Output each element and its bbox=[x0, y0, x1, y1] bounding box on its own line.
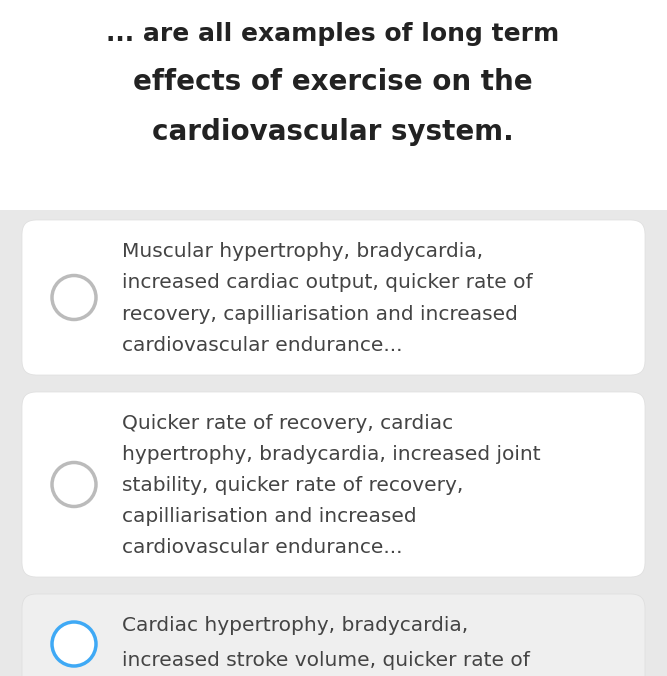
Circle shape bbox=[52, 276, 96, 320]
Circle shape bbox=[52, 622, 96, 666]
Text: Quicker rate of recovery, cardiac: Quicker rate of recovery, cardiac bbox=[122, 414, 453, 433]
Text: effects of exercise on the: effects of exercise on the bbox=[133, 68, 533, 96]
Text: stability, quicker rate of recovery,: stability, quicker rate of recovery, bbox=[122, 476, 464, 495]
Text: Cardiac hypertrophy, bradycardia,: Cardiac hypertrophy, bradycardia, bbox=[122, 616, 468, 635]
Text: recovery, capilliarisation and increased: recovery, capilliarisation and increased bbox=[122, 304, 518, 324]
Circle shape bbox=[52, 462, 96, 506]
Text: capilliarisation and increased: capilliarisation and increased bbox=[122, 507, 417, 526]
FancyBboxPatch shape bbox=[22, 220, 645, 375]
Text: hypertrophy, bradycardia, increased joint: hypertrophy, bradycardia, increased join… bbox=[122, 445, 541, 464]
Text: increased cardiac output, quicker rate of: increased cardiac output, quicker rate o… bbox=[122, 273, 533, 292]
FancyBboxPatch shape bbox=[22, 594, 645, 676]
Text: Muscular hypertrophy, bradycardia,: Muscular hypertrophy, bradycardia, bbox=[122, 242, 483, 261]
Text: cardiovascular system.: cardiovascular system. bbox=[152, 118, 514, 146]
FancyBboxPatch shape bbox=[0, 0, 667, 210]
Text: increased stroke volume, quicker rate of: increased stroke volume, quicker rate of bbox=[122, 651, 530, 670]
Text: cardiovascular endurance...: cardiovascular endurance... bbox=[122, 336, 402, 355]
Text: cardiovascular endurance...: cardiovascular endurance... bbox=[122, 538, 402, 557]
Text: ... are all examples of long term: ... are all examples of long term bbox=[106, 22, 560, 46]
FancyBboxPatch shape bbox=[22, 392, 645, 577]
